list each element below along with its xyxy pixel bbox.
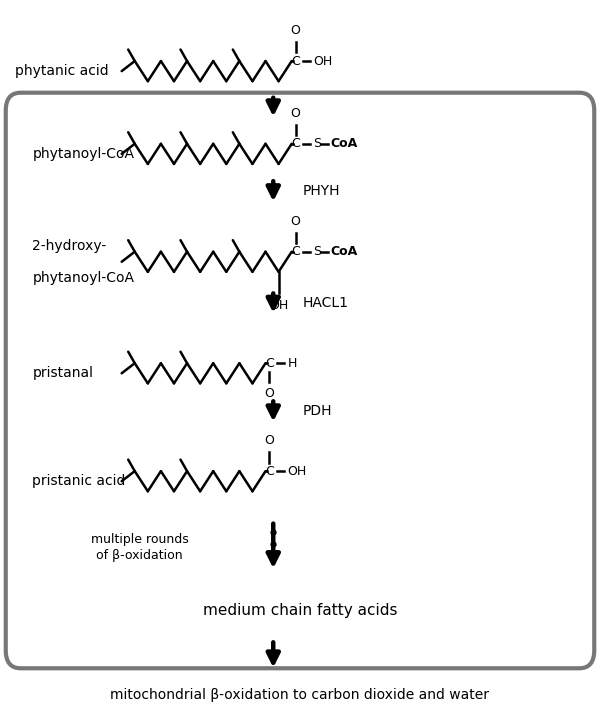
Text: O: O xyxy=(290,25,301,37)
Text: pristanic acid: pristanic acid xyxy=(32,474,126,488)
Text: pristanal: pristanal xyxy=(32,366,94,381)
Text: phytanic acid: phytanic acid xyxy=(14,64,108,78)
Text: phytanoyl-CoA: phytanoyl-CoA xyxy=(32,270,134,285)
Text: multiple rounds: multiple rounds xyxy=(91,533,188,546)
Text: of β-oxidation: of β-oxidation xyxy=(96,549,183,562)
Text: HACL1: HACL1 xyxy=(303,296,349,310)
Text: C: C xyxy=(265,465,274,478)
Text: S: S xyxy=(313,137,322,150)
Text: PDH: PDH xyxy=(303,405,332,418)
Text: C: C xyxy=(291,245,300,258)
Text: C: C xyxy=(291,54,300,67)
Text: OH: OH xyxy=(269,299,288,312)
Text: OH: OH xyxy=(287,465,307,478)
Text: O: O xyxy=(265,387,274,400)
Text: OH: OH xyxy=(313,54,332,67)
Text: O: O xyxy=(290,107,301,120)
Text: H: H xyxy=(287,357,296,370)
Text: C: C xyxy=(291,137,300,150)
Text: medium chain fatty acids: medium chain fatty acids xyxy=(203,603,397,618)
Text: S: S xyxy=(313,245,322,258)
Text: CoA: CoA xyxy=(330,245,358,258)
Text: O: O xyxy=(265,434,274,447)
Text: O: O xyxy=(290,215,301,228)
Text: 2-hydroxy-: 2-hydroxy- xyxy=(32,239,107,253)
Text: mitochondrial β-oxidation to carbon dioxide and water: mitochondrial β-oxidation to carbon diox… xyxy=(110,688,490,702)
Text: phytanoyl-CoA: phytanoyl-CoA xyxy=(32,147,134,161)
Text: CoA: CoA xyxy=(330,137,358,150)
Text: C: C xyxy=(265,357,274,370)
Text: PHYH: PHYH xyxy=(303,184,340,198)
